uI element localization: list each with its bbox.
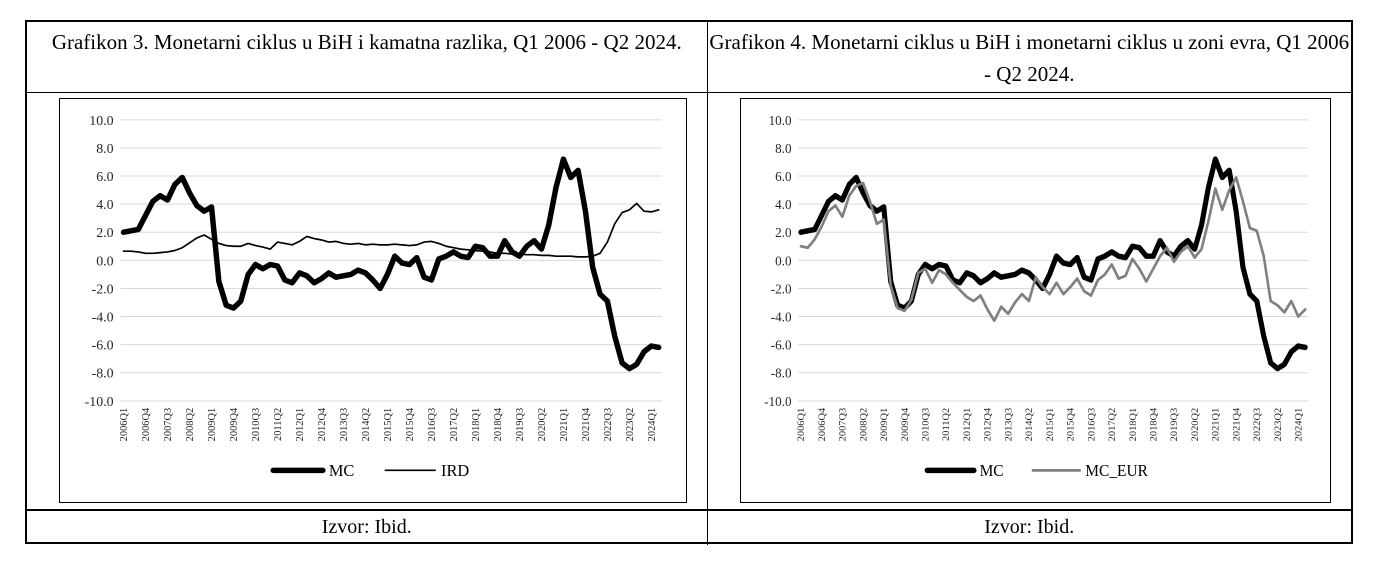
y-axis-tick-label: 0.0	[96, 254, 113, 269]
mc-series-line	[120, 156, 662, 372]
y-axis-tick-label: 0.0	[775, 253, 792, 268]
x-axis-tick-label: 2007Q3	[163, 408, 174, 442]
x-axis-tick-label: 2014Q2	[1024, 408, 1035, 442]
chart4-title-text: Grafikon 4. Monetarni ciklus u BiH i mon…	[709, 30, 1350, 86]
x-axis-tick-label: 2021Q1	[1210, 408, 1221, 442]
chart3-source: Izvor: Ibid.	[27, 509, 708, 546]
chart3-area: 10.0 8.0 6.0 4.0 2.0 0.0 -2.0 -4.0 -6.0 -8.0 -10.0…	[27, 93, 708, 510]
x-axis-tick-label: 2006Q1	[119, 408, 130, 442]
x-axis-tick-label: 2013Q3	[1003, 408, 1014, 442]
x-axis-tick-label: 2020Q2	[1190, 408, 1201, 442]
x-axis-tick-label: 2011Q2	[273, 408, 284, 441]
mc_eur-series-line	[799, 176, 1307, 323]
x-axis-tick-label: 2012Q1	[962, 408, 973, 442]
y-axis-tick-label: -2.0	[92, 282, 114, 297]
x-axis-tick-label: 2006Q1	[796, 408, 807, 442]
x-axis-tick-label: 2006Q4	[817, 408, 828, 442]
x-axis-tick-label: 2018Q1	[471, 408, 482, 442]
x-axis-tick-label: 2008Q2	[185, 408, 196, 442]
y-axis-tick-label: -4.0	[770, 309, 791, 324]
x-axis-tick-label: 2015Q1	[383, 408, 394, 442]
legend-label-mc_eur: MC_EUR	[1085, 462, 1148, 479]
x-axis-tick-label: 2019Q3	[1169, 408, 1180, 442]
chart4-title: Grafikon 4. Monetarni ciklus u BiH i mon…	[707, 22, 1351, 93]
x-axis-tick-label: 2024Q1	[647, 408, 658, 442]
y-axis-tick-label: -6.0	[92, 339, 114, 354]
x-axis-tick-label: 2013Q3	[339, 408, 350, 442]
x-axis-tick-label: 2016Q3	[1086, 408, 1097, 442]
charts-table: Grafikon 3. Monetarni ciklus u BiH i kam…	[25, 20, 1353, 546]
x-axis-tick-label: 2006Q4	[141, 407, 152, 441]
monetary-cycle-ird-chart: 10.0 8.0 6.0 4.0 2.0 0.0 -2.0 -4.0 -6.0 -8.0 -10.0…	[59, 98, 687, 504]
x-axis-tick-label: 2024Q1	[1293, 408, 1304, 442]
y-axis-tick-label: 6.0	[96, 170, 113, 185]
chart4-source-text: Izvor: Ibid.	[984, 516, 1075, 539]
x-axis-tick-label: 2008Q2	[858, 408, 869, 442]
legend-label-mc: MC	[979, 462, 1003, 479]
x-axis-tick-label: 2023Q2	[625, 408, 636, 442]
y-axis-tick-label: 10.0	[768, 112, 791, 127]
x-axis-tick-label: 2022Q3	[603, 408, 614, 442]
x-axis-tick-label: 2015Q4	[405, 407, 416, 441]
y-axis-tick-label: 2.0	[96, 226, 113, 241]
x-axis-tick-label: 2016Q3	[427, 408, 438, 442]
x-axis-tick-label: 2022Q3	[1252, 408, 1263, 442]
x-axis-tick-label: 2021Q4	[581, 407, 592, 441]
y-axis-tick-label: -10.0	[85, 395, 114, 410]
x-axis-tick-label: 2017Q2	[1107, 408, 1118, 442]
x-axis-tick-label: 2010Q3	[251, 408, 262, 442]
x-axis-tick-label: 2019Q3	[515, 408, 526, 442]
x-axis-tick-label: 2015Q4	[1065, 408, 1076, 442]
x-axis-tick-label: 2020Q2	[537, 408, 548, 442]
x-axis-tick-label: 2017Q2	[449, 408, 460, 442]
x-axis-tick-label: 2018Q4	[1148, 408, 1159, 442]
y-axis-tick-label: -10.0	[764, 393, 792, 408]
x-axis-tick-label: 2009Q1	[879, 408, 890, 442]
y-axis-tick-label: -4.0	[92, 311, 114, 326]
x-axis-tick-label: 2009Q1	[207, 408, 218, 442]
y-axis-tick-label: 10.0	[89, 114, 113, 129]
chart4-area: 10.0 8.0 6.0 4.0 2.0 0.0 -2.0 -4.0 -6.0 -8.0 -10.0…	[708, 93, 1351, 509]
x-axis-tick-label: 2018Q4	[493, 407, 504, 441]
x-axis-tick-label: 2021Q4	[1231, 408, 1242, 442]
x-axis-tick-label: 2009Q4	[229, 407, 240, 441]
chart3-title: Grafikon 3. Monetarni ciklus u BiH i kam…	[27, 22, 708, 93]
y-axis-tick-label: 8.0	[96, 142, 113, 157]
x-axis-tick-label: 2015Q1	[1045, 408, 1056, 442]
y-axis-tick-label: 4.0	[96, 198, 113, 213]
y-axis-tick-label: -6.0	[770, 337, 791, 352]
y-axis-tick-label: 8.0	[775, 141, 792, 156]
x-axis-tick-label: 2012Q1	[295, 408, 306, 442]
x-axis-tick-label: 2023Q2	[1273, 408, 1284, 442]
y-axis-tick-label: 2.0	[775, 225, 792, 240]
chart3-source-text: Izvor: Ibid.	[321, 516, 412, 539]
y-axis-tick-label: -8.0	[92, 367, 114, 382]
x-axis-tick-label: 2012Q4	[317, 407, 328, 441]
x-axis-tick-label: 2009Q4	[900, 408, 911, 442]
chart3-title-text: Grafikon 3. Monetarni ciklus u BiH i kam…	[51, 30, 682, 54]
x-axis-tick-label: 2012Q4	[982, 408, 993, 442]
y-axis-tick-label: 6.0	[775, 169, 792, 184]
legend-label-ird: IRD	[441, 461, 469, 480]
x-axis-tick-label: 2018Q1	[1128, 408, 1139, 442]
chart4-source: Izvor: Ibid.	[707, 509, 1351, 545]
y-axis-tick-label: 4.0	[775, 197, 792, 212]
x-axis-tick-label: 2014Q2	[361, 408, 372, 442]
legend-label-mc: MC	[329, 461, 355, 480]
monetary-cycle-eur-chart: 10.0 8.0 6.0 4.0 2.0 0.0 -2.0 -4.0 -6.0 -8.0 -10.0…	[739, 98, 1331, 504]
x-axis-tick-label: 2010Q3	[920, 408, 931, 442]
ird-series-line	[122, 202, 660, 258]
x-axis-tick-label: 2007Q3	[837, 408, 848, 442]
y-axis-tick-label: -8.0	[770, 365, 791, 380]
y-axis-tick-label: -2.0	[770, 281, 791, 296]
x-axis-tick-label: 2011Q2	[941, 408, 952, 441]
x-axis-tick-label: 2021Q1	[559, 408, 570, 442]
